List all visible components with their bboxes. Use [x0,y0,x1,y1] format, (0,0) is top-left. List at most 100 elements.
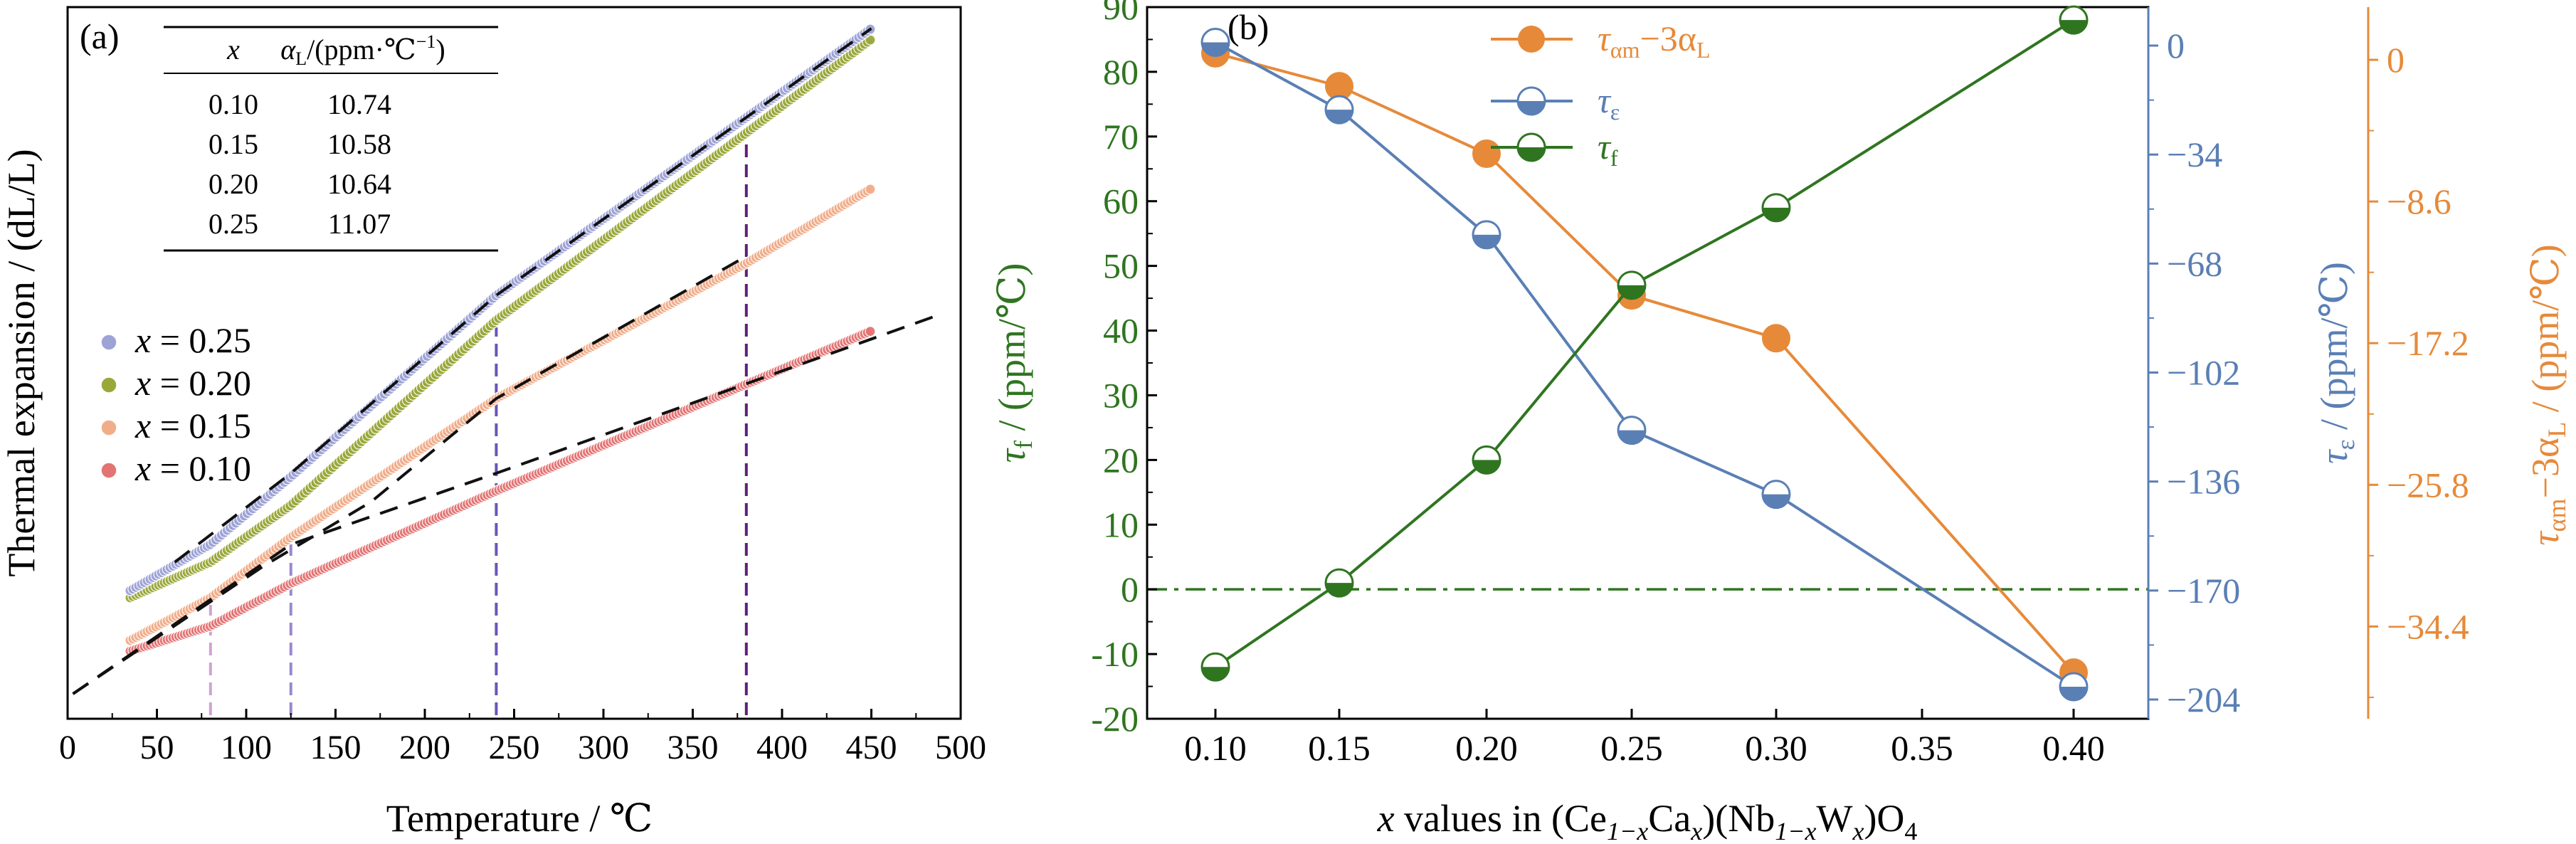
y-left-tick-label: -20 [1091,699,1139,739]
legend-marker [100,462,117,479]
table-header-alpha: αL/(ppm·℃−1) [280,31,445,69]
legend-marker [100,334,117,351]
table-cell: 10.58 [327,128,391,160]
series-x010 [125,326,876,657]
y-right1-tick-label: −34 [2167,134,2222,174]
marker-fill [2060,20,2087,34]
tau-f-axis-label: τf / (ppm/℃) [991,263,1038,463]
half-filled-circle-marker [1516,86,1546,116]
legend-label-mid: −3α [1640,19,1696,58]
y-left-tick-label: 40 [1103,311,1139,351]
x-tick-label: 0.40 [2042,728,2105,768]
marker-fill [1618,285,1645,299]
legend-label: x = 0.10 [134,448,251,488]
data-point [865,326,876,337]
series-left_axis [1200,5,2089,682]
half-filled-circle-marker [1761,193,1791,223]
panel-a-y-axis-label: Thermal expansion / (dL/L) [0,149,43,576]
y-right2-tick-label: −25.8 [2387,465,2469,505]
panel-a-x-axis: 0 50 100 150 200 250 300 350 400 450 500 [59,709,986,766]
legend-label-sub: L [1696,37,1711,63]
panel-b-series [1200,5,2089,702]
series-x020 [125,34,876,603]
tau-epsilon-axis-label: τε / (ppm/℃) [2313,262,2360,464]
legend-label-main: τ [1598,127,1612,167]
y-left-tick-label: 50 [1103,246,1139,286]
fit-line [72,255,747,695]
half-filled-circle-marker [1617,416,1647,445]
y-left-tick-label: 60 [1103,181,1139,221]
panel-b-x-axis-label: x values in (Ce1−xCax)(Nb1−xWx)O4 [1377,797,1918,844]
marker-fill [1763,494,1790,508]
x-tick-label: 250 [489,729,540,766]
marker-fill [1473,460,1500,474]
x-label-part: x [1377,797,1395,840]
y-right2-tick-label: −34.4 [2387,606,2469,646]
x-tick-label: 0.10 [1184,728,1247,768]
legend-label: x = 0.15 [134,406,251,445]
series-line [1215,51,2075,674]
x-label-part: 1−x [1775,817,1816,844]
marker-fill [1326,110,1353,124]
y-right2-tick-label: −17.2 [2387,323,2469,363]
x-label-part: x [1690,817,1702,844]
legend-label: τf [1598,127,1618,171]
table-cell: 10.74 [327,88,391,120]
x-tick-label: 350 [667,729,719,766]
half-filled-circle-marker [1761,480,1791,510]
table-cell: 0.15 [208,128,258,160]
legend-marker [1518,26,1545,53]
y-left-tick-label: 30 [1103,375,1139,415]
x-tick-label: 0.30 [1745,728,1807,768]
y-right1-tick-label: −170 [2167,571,2240,611]
y-right2-tick-label: −8.6 [2387,181,2451,221]
x-tick-label: 500 [935,729,986,766]
data-point [1762,324,1790,353]
half-filled-circle-marker [1472,220,1501,250]
panel-a-label: (a) [80,16,120,56]
series-line [1215,41,2075,688]
table-header-x: x [226,33,240,65]
fit-line [174,27,872,564]
legend-label-rest: = 0.25 [151,320,251,360]
legend-marker [100,376,117,394]
x-label-part: )(Nb [1702,797,1775,840]
table-cell: 0.25 [208,208,258,240]
marker-fill [1326,583,1353,597]
x-tick-label: 0.25 [1600,728,1663,768]
legend-label-sub: αm [1610,37,1640,63]
half-filled-circle-marker [1324,568,1354,598]
y-left-tick-label: 90 [1103,0,1139,27]
legend-label-rest: = 0.20 [151,363,251,403]
marker-fill [1618,430,1645,444]
tau-am-axis-label: ταm−3αL / (ppm/℃) [2524,244,2571,545]
x-tick-label: 0.35 [1891,728,1953,768]
y-left-tick-label: -10 [1091,634,1139,674]
y-right1-tick-label: −136 [2167,462,2240,502]
legend-label-var: x [134,320,151,360]
x-tick-label: 0 [59,729,76,766]
x-label-part: 1−x [1607,817,1648,844]
y-left-tick-label: 70 [1103,117,1139,157]
legend-label-var: x [134,406,151,445]
legend-label-var: x [134,448,151,488]
legend-label-sub: f [1610,145,1618,171]
marker-fill [1518,147,1545,161]
x-tick-label: 300 [578,729,629,766]
legend-label-rest: = 0.15 [151,406,251,445]
x-tick-label: 400 [756,729,808,766]
x-label-part: )O [1864,797,1904,840]
marker-fill [1202,42,1229,56]
panel-a-x-axis-label: Temperature / ℃ [386,797,653,840]
half-filled-circle-marker [1472,445,1501,475]
panel-a: (a) x αL/(ppm·℃−1) 0.10 10.74 0.15 10.58 0.2… [0,6,986,840]
x-label-part: W [1816,797,1852,840]
x-label-part: values in (Ce [1395,797,1607,840]
legend-label-main: τ [1598,80,1612,120]
half-filled-circle-marker [2059,672,2089,702]
legend-label-main: τ [1598,19,1612,58]
half-filled-circle-marker [1617,270,1647,300]
